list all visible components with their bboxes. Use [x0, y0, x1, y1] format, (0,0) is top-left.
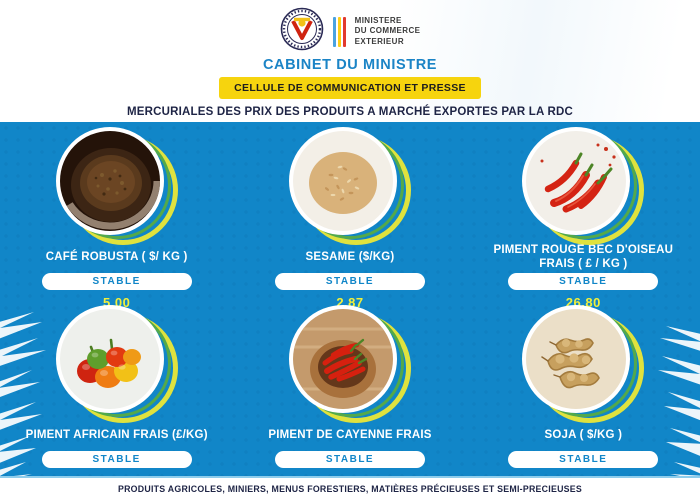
product-card-cafe-robusta: CAFÉ ROBUSTA ( $/ KG ) STABLE 5.00 — [0, 122, 233, 310]
cabinet-du-ministre-title: CABINET DU MINISTRE — [262, 57, 438, 73]
product-name: SESAME ($/KG) — [305, 250, 395, 263]
ministry-name-line3: EXTERIEUR — [354, 36, 405, 46]
product-name: PIMENT DE CAYENNE FRAIS — [268, 428, 432, 441]
sesame-seeds-photo — [288, 127, 397, 235]
product-name: PIMENT ROUGE BEC D'OISEAU FRAIS ( £ / KG… — [493, 244, 674, 270]
ministry-name-line1: MINISTERE — [354, 15, 402, 25]
brand-row: MINISTERE DU COMMERCE EXTERIEUR — [0, 0, 700, 56]
piment-cayenne-photo-frame — [288, 305, 411, 423]
piment-africain-photo-frame — [55, 305, 178, 423]
product-grid: CAFÉ ROBUSTA ( $/ KG ) STABLE 5.00 — [0, 122, 700, 488]
price-board: CAFÉ ROBUSTA ( $/ KG ) STABLE 5.00 — [0, 122, 700, 488]
flag-bar-yellow — [337, 16, 341, 47]
ministry-logo-icon — [280, 7, 324, 56]
status-badge: STABLE — [274, 451, 425, 468]
red-bird-chili-photo — [522, 127, 631, 235]
status-badge: STABLE — [274, 273, 425, 290]
product-card-piment-cayenne: PIMENT DE CAYENNE FRAIS STABLE 11.70 — [233, 300, 466, 488]
flag-bar-blue — [332, 16, 336, 47]
product-card-piment-rouge: PIMENT ROUGE BEC D'OISEAU FRAIS ( £ / KG… — [467, 122, 700, 310]
cafe-robusta-photo-frame — [55, 127, 178, 245]
product-name: CAFÉ ROBUSTA ( $/ KG ) — [45, 250, 188, 263]
soybean-photo — [522, 305, 631, 413]
cayenne-chili-photo — [288, 305, 397, 413]
header: MINISTERE DU COMMERCE EXTERIEUR CABINET … — [0, 0, 700, 132]
ministry-name: MINISTERE DU COMMERCE EXTERIEUR — [355, 16, 421, 47]
product-card-sesame: SESAME ($/KG) STABLE 2.87 — [233, 122, 466, 310]
ministry-name-line2: DU COMMERCE — [354, 26, 421, 36]
drc-flag-bars-icon — [332, 16, 346, 47]
piment-rouge-photo-frame — [522, 127, 645, 245]
soja-photo-frame — [522, 305, 645, 423]
african-pepper-photo — [55, 305, 164, 413]
product-card-piment-africain: PIMENT AFRICAIN FRAIS (£/KG) STABLE 22.9… — [0, 300, 233, 488]
product-name: SOJA ( $/KG ) — [544, 428, 623, 441]
status-badge: STABLE — [508, 273, 659, 290]
footer-text: PRODUITS AGRICOLES, MINIERS, MENUS FORES… — [117, 484, 583, 494]
product-name: PIMENT AFRICAIN FRAIS (£/KG) — [25, 428, 208, 441]
communication-cell-banner: CELLULE DE COMMUNICATION ET PRESSE — [219, 77, 481, 99]
status-badge: STABLE — [41, 273, 192, 290]
coffee-grounds-photo — [55, 127, 164, 235]
flag-bar-red — [342, 16, 346, 47]
status-badge: STABLE — [41, 451, 192, 468]
status-badge: STABLE — [508, 451, 659, 468]
poster-title: MERCURIALES DES PRIX DES PRODUITS A MARC… — [126, 106, 574, 118]
product-card-soja: SOJA ( $/KG ) STABLE 1.75 — [467, 300, 700, 488]
footer: PRODUITS AGRICOLES, MINIERS, MENUS FORES… — [0, 476, 700, 500]
sesame-photo-frame — [288, 127, 411, 245]
